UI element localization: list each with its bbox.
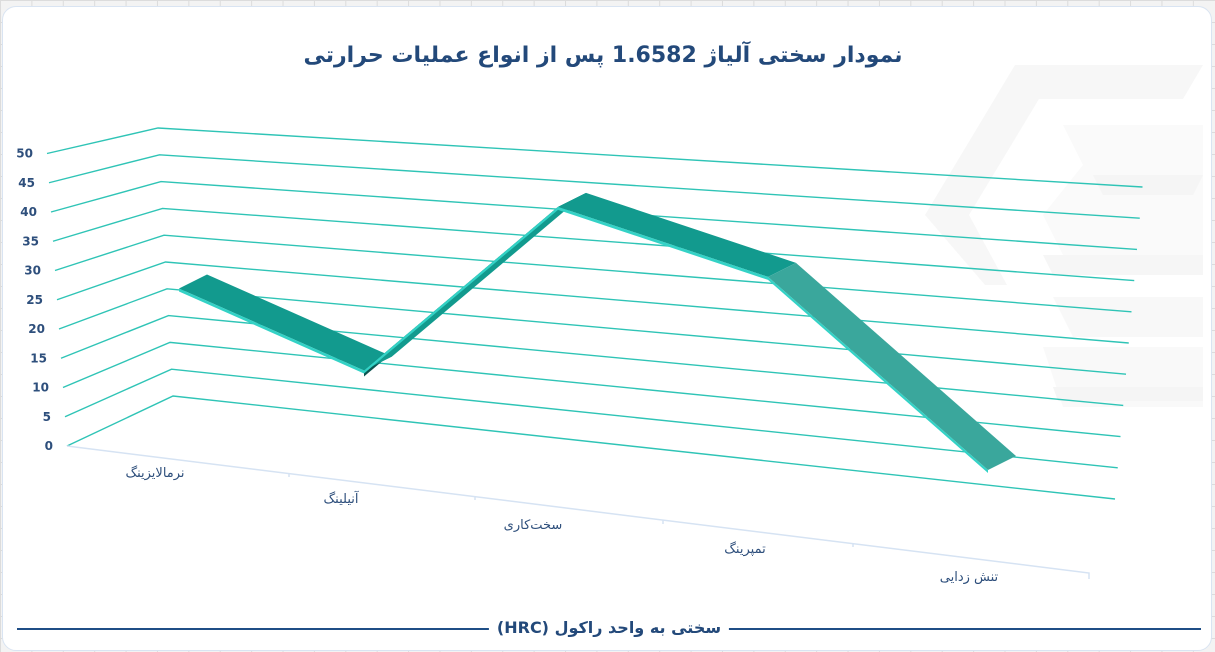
y-tick-30: 30 — [24, 264, 41, 278]
y-tick-20: 20 — [28, 322, 45, 336]
axis-caption-label: سختی به واحد راکول (HRC) — [488, 617, 730, 639]
y-tick-15: 15 — [30, 351, 47, 365]
ribbon-segment-3 — [768, 262, 1016, 470]
y-tick-5: 5 — [43, 410, 51, 424]
category-label-normalizing: نرمالایزینگ — [125, 465, 184, 481]
gridline-50 — [46, 127, 1143, 188]
ribbon-edge-1 — [364, 206, 558, 374]
ribbon-edge-2 — [558, 206, 768, 280]
y-tick-35: 35 — [22, 234, 39, 248]
category-label-annealing: آنیلینگ — [324, 490, 360, 507]
axis-caption: سختی به واحد راکول (HRC) — [17, 617, 1201, 639]
floor-edge — [66, 445, 1090, 579]
ribbon-segment-2 — [558, 192, 796, 277]
hardness-ribbon-series[interactable] — [179, 192, 1016, 473]
category-label-hardening: سخت‌کاری — [504, 518, 563, 533]
chart-plot-area: 0 5 10 15 20 25 30 35 40 45 50 نرمالایزینگ آنیلینگ… — [16, 65, 1203, 585]
gridline-25 — [56, 261, 1129, 344]
y-tick-50: 50 — [16, 147, 33, 161]
chart-title: نمودار سختی آلیاژ 1.6582 پس از انواع عمل… — [303, 43, 903, 68]
y-axis-ticks: 0 5 10 15 20 25 30 35 40 45 50 — [16, 147, 53, 454]
y-tick-45: 45 — [18, 176, 35, 190]
gridline-0 — [66, 395, 1116, 500]
category-label-stress-relief: تنش زدایی — [940, 570, 999, 585]
ribbon-segment-0 — [179, 274, 392, 371]
ribbon-edge-3 — [768, 276, 988, 473]
y-tick-10: 10 — [32, 381, 49, 395]
gridline-40 — [50, 180, 1138, 251]
x-axis-categories: نرمالایزینگ آنیلینگ سخت‌کاری تمپرینگ تنش… — [125, 465, 998, 585]
gridlines — [46, 127, 1143, 500]
logo-watermark-icon — [925, 65, 1203, 407]
y-tick-40: 40 — [20, 205, 37, 219]
y-tick-0: 0 — [45, 439, 53, 453]
chart-card[interactable]: نمودار سختی آلیاژ 1.6582 پس از انواع عمل… — [2, 6, 1212, 651]
gridline-45 — [48, 154, 1140, 219]
gridline-20 — [58, 288, 1127, 375]
y-tick-25: 25 — [26, 293, 43, 307]
gridline-5 — [64, 368, 1118, 469]
gridline-35 — [52, 207, 1135, 282]
ribbon-edge-0 — [179, 288, 364, 374]
category-label-tempering: تمپرینگ — [724, 541, 766, 557]
gridline-15 — [60, 314, 1124, 407]
gridline-10 — [62, 341, 1121, 438]
